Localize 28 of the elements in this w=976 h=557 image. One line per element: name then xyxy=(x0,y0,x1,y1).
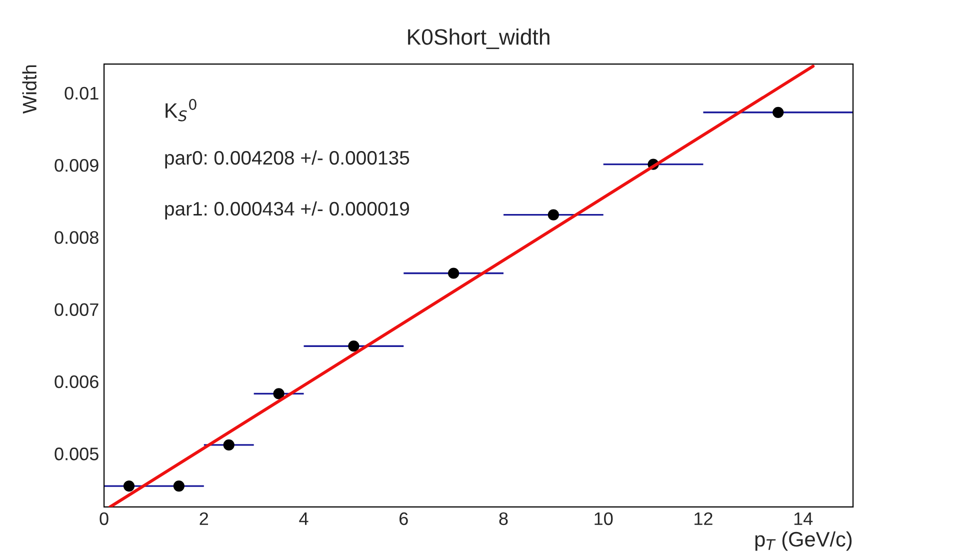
x-axis-title: p$_{T}$ (GeV/c) xyxy=(755,531,852,551)
point xyxy=(348,340,360,352)
x-tick-label: 10 xyxy=(594,512,613,526)
y-tick-label: 0.006 xyxy=(54,375,98,388)
point xyxy=(448,268,460,279)
y-tick-label: 0.007 xyxy=(54,303,98,316)
point xyxy=(173,480,184,492)
point xyxy=(123,480,135,492)
y-tick-label: 0.009 xyxy=(54,158,98,172)
y-tick-label: 0.01 xyxy=(64,86,98,100)
y-axis-title: Width xyxy=(22,65,37,114)
annotation: par1: 0.000434 +/- 0.000019 xyxy=(165,201,409,220)
y-tick-label: 0.008 xyxy=(54,231,98,244)
annotation: par0: 0.004208 +/- 0.000135 xyxy=(165,150,410,169)
annotation: K$_{S}$$^{0}$ xyxy=(166,98,196,122)
x-tick-label: 4 xyxy=(299,512,308,525)
x-tick-label: 12 xyxy=(694,512,712,525)
x-tick-label: 2 xyxy=(200,512,208,525)
x-tick-label: 14 xyxy=(794,512,813,525)
point xyxy=(772,106,784,118)
point xyxy=(223,439,234,450)
x-tick-label: 8 xyxy=(499,512,508,526)
chart-title: K0Short_width xyxy=(408,28,550,50)
point xyxy=(548,209,559,220)
point xyxy=(273,388,284,400)
x-tick-label: 6 xyxy=(400,512,408,526)
x-tick-label: 0 xyxy=(100,512,108,526)
y-tick-label: 0.005 xyxy=(54,448,98,460)
